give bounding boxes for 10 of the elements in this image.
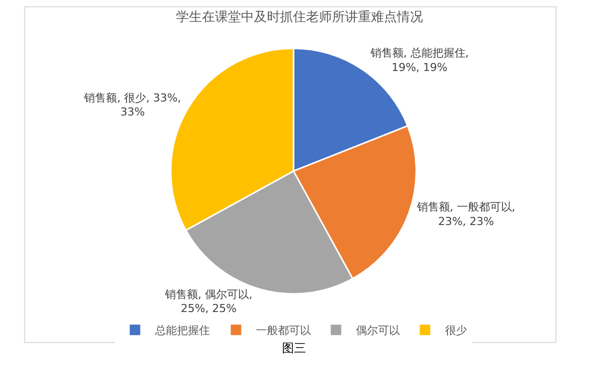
chart-title: 学生在课堂中及时抓住老师所讲重难点情况 [176, 10, 423, 26]
text: 图三 [282, 341, 306, 355]
legend-label: 很少 [445, 324, 467, 338]
legend-label: 偶尔可以 [356, 324, 400, 338]
legend-label: 一般都可以 [256, 324, 311, 338]
data-label: 销售额, 总能把握住, 19%, 19% [369, 46, 469, 74]
data-label: 销售额, 很少, 33%, 33% [83, 91, 182, 119]
legend-label: 总能把握住 [154, 324, 210, 338]
data-label: 销售额, 偶尔可以, 25%, 25% [164, 288, 252, 316]
data-label: 销售额, 一般都可以, 23%, 23% [416, 200, 516, 228]
